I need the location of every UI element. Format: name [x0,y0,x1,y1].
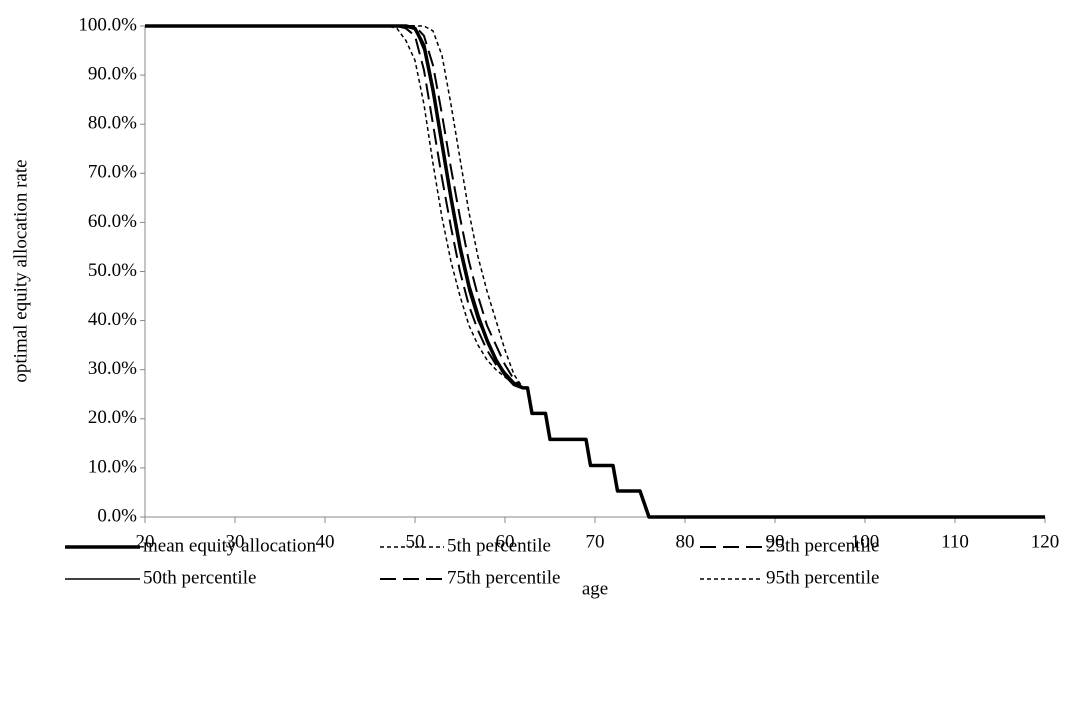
y-tick-label: 50.0% [88,260,137,281]
x-axis-label: age [582,578,608,599]
legend-label: 25th percentile [766,535,879,556]
x-tick-label: 40 [316,531,335,552]
y-tick-label: 70.0% [88,162,137,183]
legend-label: 75th percentile [447,567,560,588]
series-line [145,25,1045,518]
y-axis-label: optimal equity allocation rate [10,159,31,382]
legend-label: 50th percentile [143,567,256,588]
y-tick-label: 10.0% [88,456,137,477]
x-tick-label: 70 [586,531,605,552]
legend-label: mean equity allocation [143,535,317,556]
y-tick-label: 100.0% [78,14,137,35]
y-tick-label: 90.0% [88,63,137,84]
series-line [145,25,1045,518]
x-tick-label: 90 [766,531,785,552]
series-line [145,25,1045,518]
y-tick-label: 80.0% [88,113,137,134]
legend-label: 95th percentile [766,567,879,588]
x-tick-label: 30 [226,531,245,552]
legend-label: 5th percentile [447,535,551,556]
y-tick-label: 0.0% [97,505,137,526]
x-tick-label: 110 [941,531,969,552]
y-tick-label: 60.0% [88,211,137,232]
x-tick-label: 100 [851,531,880,552]
y-tick-label: 30.0% [88,358,137,379]
y-tick-label: 40.0% [88,309,137,330]
x-tick-label: 50 [406,531,425,552]
x-tick-label: 120 [1031,531,1060,552]
x-tick-label: 80 [676,531,695,552]
x-tick-label: 60 [496,531,515,552]
x-tick-label: 20 [136,531,155,552]
y-tick-label: 20.0% [88,407,137,428]
